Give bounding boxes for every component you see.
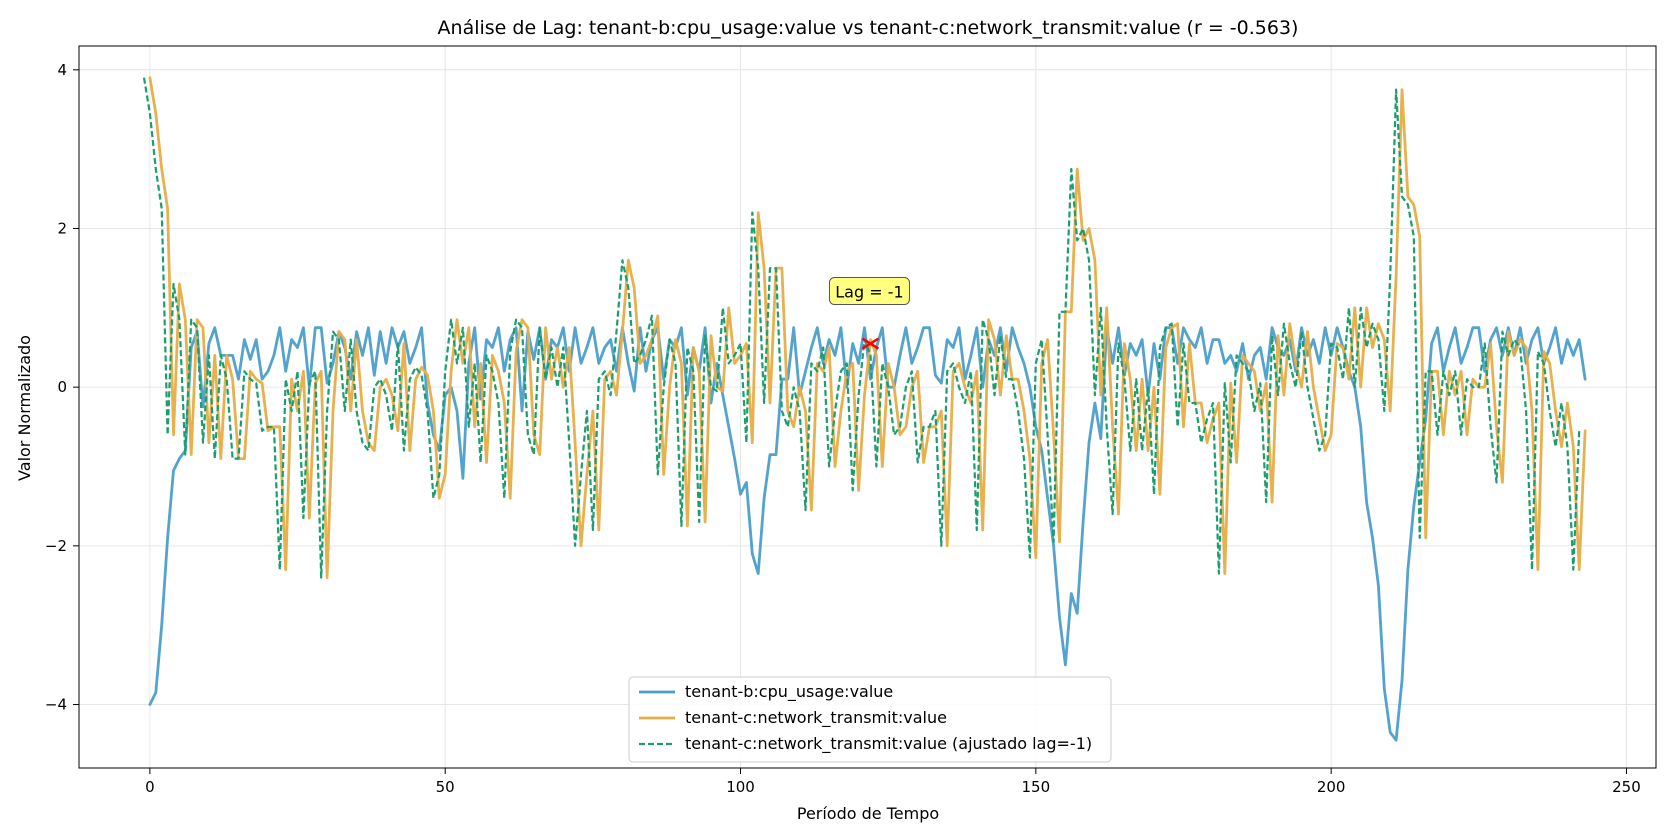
lag-annotation: Lag = -1 — [828, 277, 910, 350]
x-axis-label: Período de Tempo — [797, 804, 939, 823]
legend: tenant-b:cpu_usage:value tenant-c:network… — [628, 676, 1112, 763]
annotation-label: Lag = -1 — [835, 283, 903, 302]
chart-title: Análise de Lag: tenant-b:cpu_usage:value… — [438, 17, 1299, 39]
y-tick-label: −4 — [45, 696, 67, 714]
lag-marker — [861, 337, 880, 350]
legend-box — [628, 676, 1112, 763]
x-tick-label: 150 — [1022, 778, 1051, 796]
x-tick-label: 0 — [145, 778, 155, 796]
plot-frame — [78, 45, 1657, 769]
legend-label-3: tenant-c:network_transmit:value (ajustad… — [685, 734, 1092, 754]
y-tick-label: −2 — [45, 537, 67, 555]
axis-ticks: 0 50 100 150 200 250 −4 −2 0 2 4 — [45, 61, 1641, 796]
series-lines — [142, 76, 1587, 742]
y-tick-label: 4 — [57, 61, 67, 79]
series-line-3 — [142, 77, 1581, 579]
x-tick-label: 250 — [1612, 778, 1641, 796]
y-tick-label: 2 — [57, 219, 67, 237]
series-line-2 — [148, 76, 1587, 579]
annotation-box — [828, 277, 910, 306]
y-tick-label: 0 — [57, 378, 67, 396]
legend-label-2: tenant-c:network_transmit:value — [685, 708, 947, 728]
x-tick-label: 50 — [436, 778, 455, 796]
x-tick-label: 200 — [1317, 778, 1346, 796]
x-tick-label: 100 — [726, 778, 755, 796]
y-axis-label: Valor Normalizado — [15, 335, 34, 481]
legend-label-1: tenant-b:cpu_usage:value — [685, 682, 893, 702]
